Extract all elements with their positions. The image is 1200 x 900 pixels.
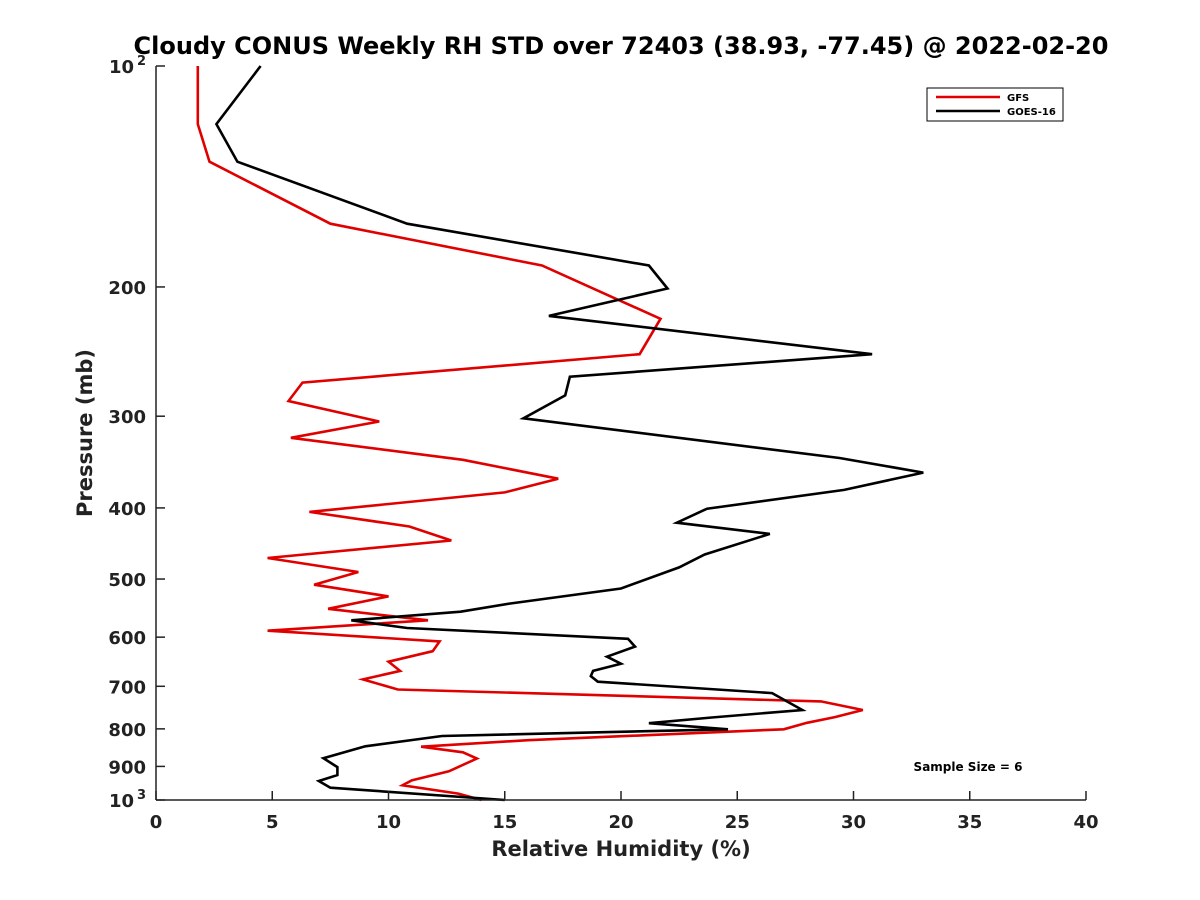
- legend: GFS GOES-16: [926, 87, 1064, 122]
- sample-size-annotation: Sample Size = 6: [914, 760, 1023, 774]
- x-tick-label: 40: [1073, 812, 1098, 833]
- chart-title: Cloudy CONUS Weekly RH STD over 72403 (3…: [134, 32, 1109, 60]
- legend-label-goes16: GOES-16: [1007, 107, 1056, 118]
- y-tick-label: 600: [108, 628, 146, 649]
- legend-label-gfs: GFS: [1007, 93, 1029, 104]
- y-tick-label: 900: [108, 757, 146, 778]
- x-tick-label: 5: [266, 812, 279, 833]
- x-tick-label: 20: [608, 812, 633, 833]
- x-tick-label: 35: [957, 812, 982, 833]
- y-tick-label: 500: [108, 570, 146, 591]
- x-tick-label: 10: [376, 812, 401, 833]
- y-tick-exponent: 3: [137, 788, 146, 803]
- series-layer: [196, 65, 924, 802]
- y-tick-label: 10: [109, 57, 134, 78]
- x-tick-label: 30: [841, 812, 866, 833]
- y-axis-label: Pressure (mb): [73, 349, 97, 517]
- legend-box: [926, 87, 1064, 122]
- x-tick-label: 0: [150, 812, 163, 833]
- y-tick-exponent: 2: [137, 54, 146, 69]
- y-tick-label: 200: [108, 278, 146, 299]
- x-axis-label: Relative Humidity (%): [491, 837, 750, 861]
- y-tick-label: 700: [108, 677, 146, 698]
- y-tick-label: 300: [108, 407, 146, 428]
- x-tick-label: 15: [492, 812, 517, 833]
- y-tick-label: 800: [108, 720, 146, 741]
- series-line-goes16: [214, 65, 924, 802]
- series-line-gfs: [196, 66, 864, 802]
- y-tick-label: 400: [108, 499, 146, 520]
- x-ticks: 0 5 10 15 20 25 30 35 40: [150, 791, 1099, 833]
- y-tick-label: 10: [109, 791, 134, 812]
- x-tick-label: 25: [725, 812, 750, 833]
- plot-area: 0 5 10 15 20 25 30 35 40 10 220030040050060070080…: [108, 54, 1098, 833]
